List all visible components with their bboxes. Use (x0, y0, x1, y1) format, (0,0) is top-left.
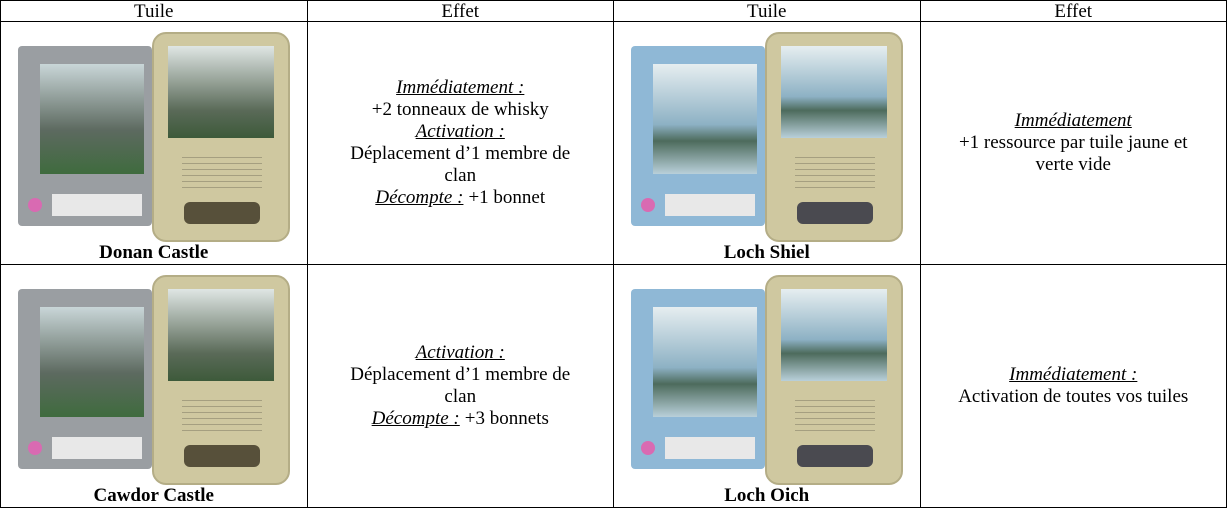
tile-detail (652, 307, 757, 417)
column-header: Tuile (0, 0, 308, 22)
effect-line: Immédiatement : (335, 77, 585, 99)
tile-card (764, 275, 903, 485)
effect-value: +2 tonneaux de whisky (371, 99, 549, 120)
table-row: Cawdor Castle Activation : Déplacement d’1… (0, 264, 1227, 508)
effect-text: Immédiatement +1 ressource par tuile jaun… (948, 110, 1198, 176)
effect-line: Activation : (335, 342, 585, 364)
tile-detail (51, 437, 142, 459)
table-row: Donan Castle Immédiatement : +2 tonneaux d… (0, 21, 1227, 265)
effect-cell: Activation : Déplacement d’1 membre de cl… (306, 264, 614, 508)
effect-line: Immédiatement (948, 110, 1198, 132)
tile-cell: Loch Oich (613, 264, 921, 508)
tile-name: Donan Castle (99, 242, 209, 263)
effect-cell: Immédiatement : Activation de toutes vos … (919, 264, 1227, 508)
effect-value: Déplacement d’1 membre de clan (350, 364, 571, 407)
effect-line: +1 ressource par tuile jaune et verte vi… (948, 132, 1198, 176)
effect-cell: Immédiatement +1 ressource par tuile jaun… (919, 21, 1227, 265)
tile-detail (39, 64, 144, 174)
effect-label: Immédiatement (1014, 110, 1132, 131)
card-detail (794, 152, 875, 188)
tile-detail (652, 64, 757, 174)
card-detail (183, 445, 260, 467)
column-header: Effet (919, 0, 1227, 22)
tile-name: Cawdor Castle (93, 485, 214, 506)
tile-image (630, 275, 903, 485)
tile-detail (640, 441, 655, 455)
effect-label: Décompte : (371, 408, 460, 429)
effect-line: Décompte : +3 bonnets (335, 408, 585, 430)
card-detail (181, 152, 262, 188)
card-detail (794, 395, 875, 431)
effect-line: Activation : (335, 121, 585, 143)
tile-image (630, 32, 903, 242)
column-header: Effet (306, 0, 614, 22)
tile-square (630, 289, 765, 469)
tile-detail (640, 198, 655, 212)
effect-value: +1 bonnet (468, 187, 546, 208)
effect-value: +1 ressource par tuile jaune et verte vi… (958, 132, 1188, 175)
effect-cell: Immédiatement : +2 tonneaux de whisky Acti… (306, 21, 614, 265)
effect-line: Activation de toutes vos tuiles (948, 386, 1198, 408)
tile-cell: Donan Castle (0, 21, 308, 265)
effect-text: Immédiatement : +2 tonneaux de whisky Acti… (335, 77, 585, 209)
header-row: Tuile Effet Tuile Effet (0, 0, 1227, 22)
tile-square (630, 46, 765, 226)
effect-label: Immédiatement : (396, 77, 525, 98)
tile-card (151, 32, 290, 242)
tile-cell: Loch Shiel (613, 21, 921, 265)
tile-card (151, 275, 290, 485)
tile-detail (51, 194, 142, 216)
card-detail (796, 202, 873, 224)
tile-detail (664, 194, 755, 216)
effect-label: Immédiatement : (1009, 364, 1138, 385)
tile-image (17, 275, 290, 485)
effect-value: Activation de toutes vos tuiles (958, 386, 1189, 407)
column-header: Tuile (613, 0, 921, 22)
tile-image (17, 32, 290, 242)
card-detail (167, 289, 274, 381)
card-detail (167, 46, 274, 138)
tile-card (764, 32, 903, 242)
tile-square (17, 289, 152, 469)
card-detail (780, 46, 887, 138)
tile-square (17, 46, 152, 226)
tile-name: Loch Oich (724, 485, 810, 506)
tile-name: Loch Shiel (723, 242, 810, 263)
effect-line: Déplacement d’1 membre de clan (335, 364, 585, 408)
effect-line: +2 tonneaux de whisky (335, 99, 585, 121)
effect-label: Activation : (415, 342, 505, 363)
tile-detail (664, 437, 755, 459)
effect-value: +3 bonnets (464, 408, 549, 429)
effect-label: Décompte : (375, 187, 464, 208)
card-detail (183, 202, 260, 224)
tile-detail (39, 307, 144, 417)
effect-text: Immédiatement : Activation de toutes vos … (948, 364, 1198, 408)
effect-text: Activation : Déplacement d’1 membre de cl… (335, 342, 585, 430)
effect-line: Décompte : +1 bonnet (335, 187, 585, 209)
table-body: Donan Castle Immédiatement : +2 tonneaux d… (0, 21, 1227, 508)
effect-line: Immédiatement : (948, 364, 1198, 386)
tile-cell: Cawdor Castle (0, 264, 308, 508)
card-detail (181, 395, 262, 431)
effect-value: Déplacement d’1 membre de clan (350, 143, 571, 186)
card-detail (796, 445, 873, 467)
card-detail (780, 289, 887, 381)
effect-line: Déplacement d’1 membre de clan (335, 143, 585, 187)
effect-label: Activation : (415, 121, 505, 142)
tile-detail (27, 441, 42, 455)
tile-detail (27, 198, 42, 212)
